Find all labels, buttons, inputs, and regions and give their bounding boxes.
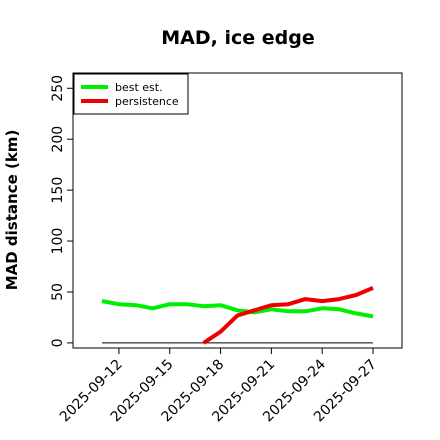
series-line-persistence xyxy=(202,286,374,345)
y-tick-label: 0 xyxy=(50,338,66,347)
legend-label: persistence xyxy=(115,95,179,108)
series-line-best-est xyxy=(101,299,374,319)
y-axis-label: MAD distance (km) xyxy=(3,130,21,291)
y-tick-label: 200 xyxy=(50,126,66,153)
legend-box xyxy=(73,73,189,115)
y-tick-label: 150 xyxy=(50,177,66,204)
y-tick-label: 50 xyxy=(50,283,66,301)
y-tick-label: 250 xyxy=(50,75,66,102)
y-tick-label: 100 xyxy=(50,228,66,255)
plot-frame xyxy=(72,72,403,349)
series-lines xyxy=(101,286,374,345)
y-axis-ticks: 0 50 100 150 200 250 xyxy=(50,75,73,347)
chart-title: MAD, ice edge xyxy=(161,27,314,49)
legend: best est.persistence xyxy=(73,73,189,115)
x-axis-ticks: 2025-09-122025-09-152025-09-182025-09-21… xyxy=(57,348,380,425)
legend-label: best est. xyxy=(115,81,163,94)
